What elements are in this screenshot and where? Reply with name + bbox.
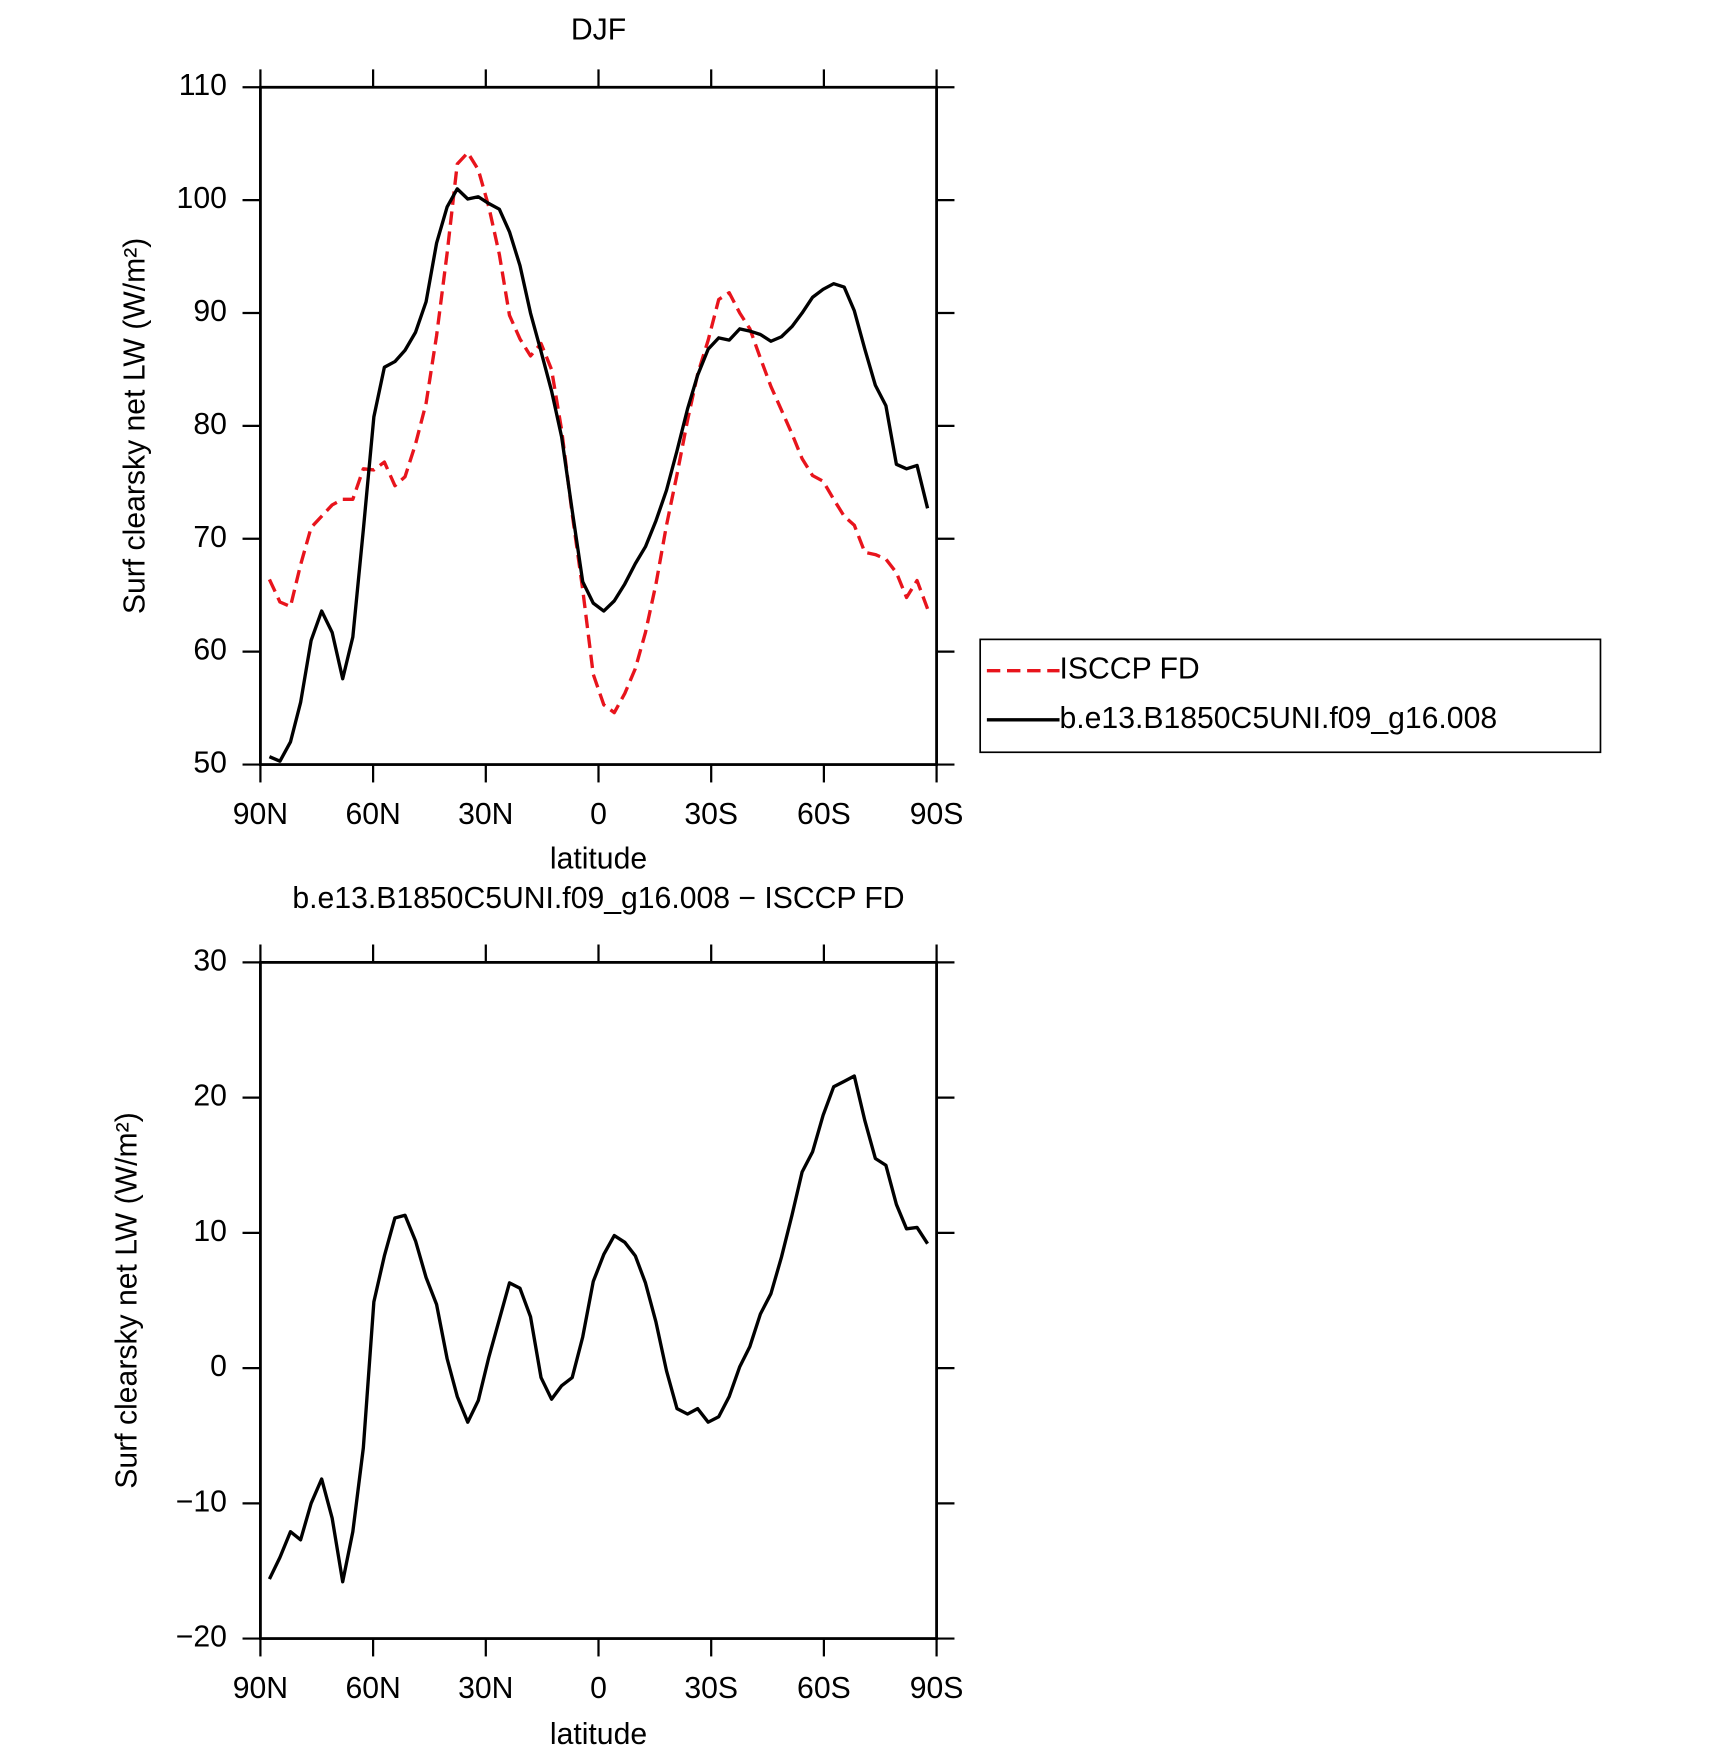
plot-frame <box>259 960 938 1640</box>
x-tick-label: 90N <box>233 798 288 831</box>
x-tick-label: 90S <box>910 798 964 831</box>
x-tick-label: 0 <box>590 798 607 831</box>
x-tick-label: 0 <box>590 1672 607 1705</box>
y-axis-label: Surf clearsky net LW (W/m²) <box>110 1112 143 1488</box>
x-axis-label: latitude <box>550 1718 647 1751</box>
legend-box <box>979 638 1602 754</box>
x-tick-label: 60N <box>345 798 400 831</box>
x-tick-label: 90N <box>233 1672 288 1705</box>
x-tick-label: 60S <box>797 798 851 831</box>
y-tick-label: −10 <box>176 1485 227 1518</box>
legend-label: b.e13.B1850C5UNI.f09_g16.008 <box>1060 702 1498 735</box>
x-tick-label: 30N <box>458 1672 513 1705</box>
y-tick-label: 60 <box>193 634 227 667</box>
x-tick-label: 60N <box>345 1672 400 1705</box>
series-line <box>267 1074 929 1584</box>
x-tick-label: 30N <box>458 798 513 831</box>
y-tick-label: 50 <box>193 747 227 780</box>
y-tick-label: 20 <box>193 1080 227 1113</box>
legend-label: ISCCP FD <box>1060 653 1200 686</box>
y-tick-label: 110 <box>179 69 227 102</box>
y-tick-label: 10 <box>193 1215 227 1248</box>
y-tick-label: 30 <box>193 944 227 977</box>
y-tick-label: 100 <box>177 182 227 215</box>
series-line <box>267 151 930 715</box>
y-tick-label: 80 <box>193 408 227 441</box>
x-tick-label: 30S <box>684 798 738 831</box>
y-tick-label: 0 <box>210 1350 227 1383</box>
y-tick-label: −20 <box>176 1621 227 1654</box>
x-tick-label: 60S <box>797 1672 851 1705</box>
series-line <box>268 187 930 763</box>
y-tick-label: 70 <box>193 521 227 554</box>
chart-title: DJF <box>571 13 626 46</box>
x-tick-label: 90S <box>910 1672 964 1705</box>
y-axis-label: Surf clearsky net LW (W/m²) <box>118 238 151 614</box>
y-tick-label: 90 <box>193 295 227 328</box>
x-axis-label: latitude <box>550 843 647 876</box>
plot-frame <box>259 85 938 766</box>
x-tick-label: 30S <box>684 1672 738 1705</box>
chart-title: b.e13.B1850C5UNI.f09_g16.008 − ISCCP FD <box>292 882 904 915</box>
